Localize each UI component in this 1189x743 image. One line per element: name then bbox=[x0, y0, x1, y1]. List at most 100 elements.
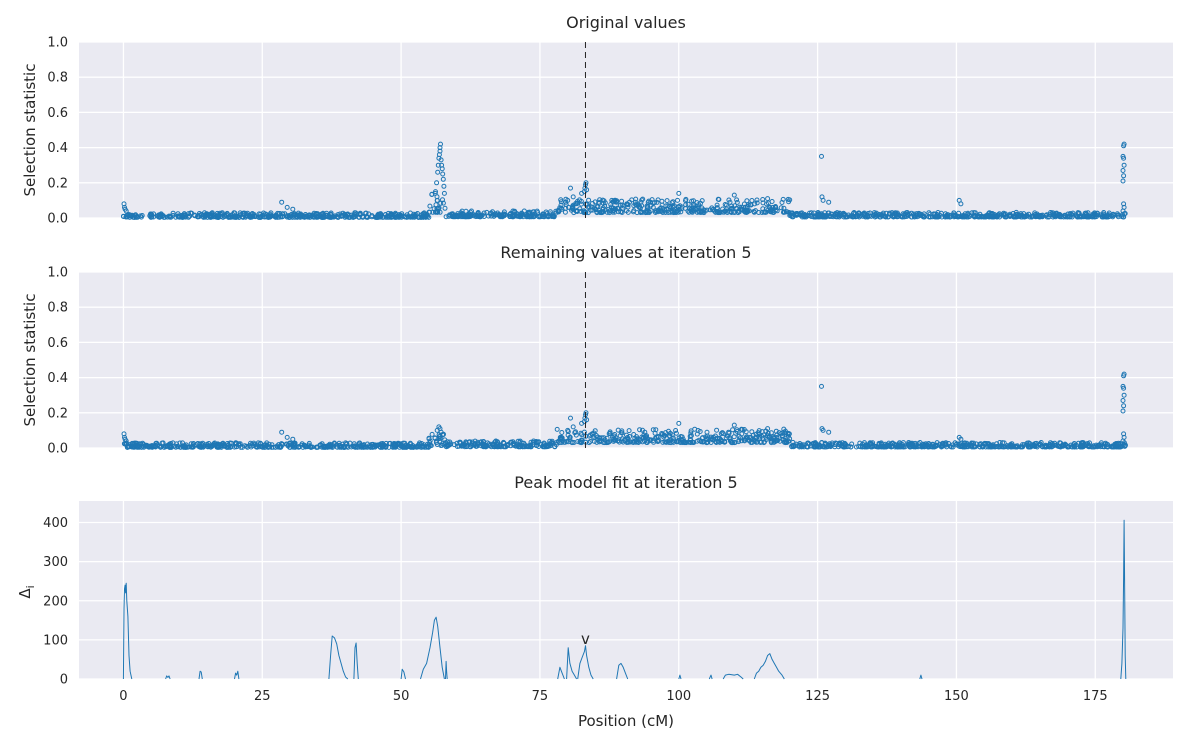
x-tick-label: 25 bbox=[254, 689, 271, 704]
data-point bbox=[442, 205, 448, 211]
data-point bbox=[1033, 214, 1039, 219]
data-point bbox=[427, 209, 433, 215]
data-point bbox=[842, 440, 848, 446]
data-point bbox=[771, 434, 777, 440]
data-point bbox=[195, 214, 201, 220]
data-point bbox=[615, 438, 621, 444]
data-point bbox=[240, 214, 246, 220]
data-point bbox=[968, 443, 974, 449]
data-point bbox=[969, 210, 975, 216]
data-point bbox=[729, 440, 734, 446]
data-point bbox=[291, 441, 297, 447]
y-tick-labels: 0.0 0.2 0.4 0.6 0.8 1.0 bbox=[47, 36, 68, 227]
data-point bbox=[867, 440, 873, 446]
data-point bbox=[280, 211, 285, 217]
data-point bbox=[673, 209, 679, 215]
data-point bbox=[338, 213, 344, 219]
data-point bbox=[651, 439, 657, 445]
data-point bbox=[590, 207, 596, 213]
fit-segment bbox=[122, 582, 133, 680]
data-point bbox=[487, 211, 493, 217]
data-point bbox=[128, 213, 134, 219]
data-point bbox=[874, 444, 880, 450]
data-point bbox=[492, 212, 498, 218]
data-point bbox=[494, 444, 500, 450]
x-axis-label: Position (cM) bbox=[578, 712, 674, 730]
data-point bbox=[602, 200, 608, 206]
data-point bbox=[769, 438, 775, 444]
data-point bbox=[279, 429, 285, 435]
data-point bbox=[770, 208, 775, 214]
data-point bbox=[258, 214, 264, 220]
fit-segment bbox=[577, 645, 594, 680]
data-point bbox=[659, 431, 665, 436]
fit-segment bbox=[198, 670, 203, 680]
data-point bbox=[641, 435, 647, 441]
chart-title: Peak model fit at iteration 5 bbox=[514, 473, 737, 492]
data-point bbox=[1121, 141, 1127, 147]
data-point bbox=[573, 208, 579, 214]
data-point bbox=[567, 434, 573, 440]
data-point bbox=[936, 214, 942, 220]
data-point bbox=[739, 438, 745, 444]
data-point bbox=[528, 439, 534, 445]
data-point bbox=[630, 209, 636, 215]
data-point bbox=[785, 433, 791, 439]
data-point bbox=[836, 442, 842, 448]
data-point bbox=[140, 440, 146, 446]
data-point bbox=[964, 440, 970, 446]
data-point bbox=[730, 205, 736, 211]
chart-title: Remaining values at iteration 5 bbox=[500, 243, 751, 262]
data-point bbox=[121, 213, 126, 219]
data-point bbox=[1002, 444, 1008, 450]
data-point bbox=[494, 439, 500, 445]
data-point bbox=[409, 213, 415, 219]
data-point bbox=[340, 212, 346, 218]
data-point bbox=[321, 443, 327, 449]
data-point bbox=[818, 213, 824, 219]
data-point bbox=[251, 440, 257, 446]
y-tick-label: 100 bbox=[43, 633, 68, 648]
data-point bbox=[1059, 442, 1065, 448]
data-point bbox=[820, 197, 826, 203]
data-point bbox=[565, 197, 571, 203]
data-point bbox=[673, 430, 679, 436]
data-point bbox=[639, 197, 645, 203]
data-point bbox=[819, 383, 824, 389]
data-point bbox=[617, 202, 623, 208]
y-tick-label: 0.0 bbox=[47, 212, 68, 227]
data-point bbox=[577, 439, 583, 445]
data-point bbox=[311, 210, 317, 216]
data-point bbox=[441, 183, 447, 189]
data-point bbox=[1070, 210, 1076, 216]
data-point bbox=[711, 434, 716, 440]
data-point bbox=[249, 211, 255, 216]
data-point bbox=[673, 428, 679, 433]
data-point bbox=[279, 441, 284, 447]
data-point bbox=[691, 198, 696, 204]
data-point bbox=[1001, 211, 1007, 217]
data-point bbox=[1101, 444, 1107, 450]
data-point bbox=[508, 443, 514, 449]
data-point bbox=[568, 415, 573, 421]
data-point bbox=[471, 442, 477, 448]
data-point bbox=[959, 444, 965, 450]
data-point bbox=[878, 440, 884, 446]
data-point bbox=[438, 429, 444, 435]
y-tick-label: 1.0 bbox=[47, 36, 68, 51]
data-point bbox=[675, 197, 680, 203]
data-point bbox=[820, 444, 826, 450]
data-point bbox=[1104, 441, 1110, 447]
data-point bbox=[1027, 214, 1033, 220]
data-point bbox=[279, 214, 285, 220]
data-point bbox=[1037, 213, 1042, 219]
data-point bbox=[742, 438, 748, 444]
data-point bbox=[890, 440, 896, 446]
data-point bbox=[688, 428, 694, 434]
data-point bbox=[435, 205, 441, 211]
data-point bbox=[559, 430, 565, 435]
fit-segment bbox=[445, 660, 448, 680]
data-point bbox=[659, 202, 665, 208]
model-fit-curve bbox=[122, 519, 1127, 680]
data-point bbox=[1046, 214, 1052, 220]
